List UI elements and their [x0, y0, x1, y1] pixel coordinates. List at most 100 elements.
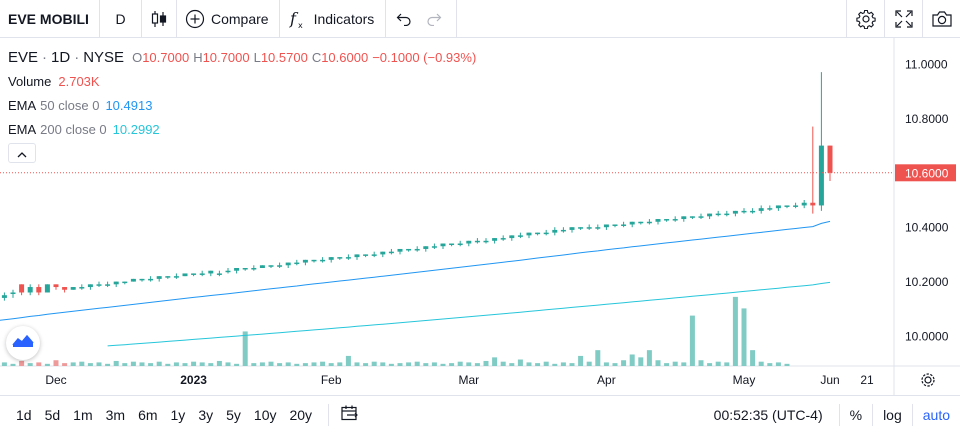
candle-body — [638, 221, 644, 224]
settings-button[interactable] — [846, 0, 884, 38]
volume-bar — [105, 363, 111, 366]
volume-bar — [629, 354, 635, 366]
symbol-search[interactable]: EVE MOBILI — [0, 0, 100, 38]
candle-body — [509, 235, 515, 239]
volume-bar — [87, 363, 93, 366]
ema50-label: EMA — [8, 97, 37, 113]
volume-bar — [758, 361, 764, 366]
candle-body — [225, 270, 231, 273]
volume-bar — [1, 362, 7, 366]
symbol-title[interactable]: EVE · 1D · NYSE — [8, 48, 125, 66]
range-5d[interactable]: 5d — [44, 406, 61, 423]
volume-bar — [139, 362, 145, 366]
volume-legend-row[interactable]: Volume 2.703K — [8, 69, 480, 93]
change-value: −0.1000 (−0.93%) — [372, 49, 477, 65]
range-1m[interactable]: 1m — [73, 406, 93, 423]
candle-body — [603, 224, 609, 228]
ema50-params: 50 close 0 — [40, 97, 100, 113]
candle-body — [277, 265, 283, 267]
ema50-line — [0, 220, 831, 321]
price-tick-label: 10.0000 — [905, 330, 949, 344]
chart-type-button[interactable] — [142, 0, 177, 38]
undo-icon[interactable] — [396, 12, 412, 26]
volume-bar — [775, 362, 781, 366]
volume-bar — [586, 361, 592, 366]
compare-label: Compare — [211, 10, 269, 27]
fullscreen-button[interactable] — [884, 0, 922, 38]
volume-bar — [440, 363, 446, 366]
candle-body — [70, 287, 76, 290]
candle-body — [216, 273, 222, 275]
log-scale-toggle[interactable]: log — [872, 404, 912, 426]
volume-value: 2.703K — [58, 73, 100, 89]
symbol-label: EVE MOBILI — [8, 10, 89, 27]
range-6m[interactable]: 6m — [138, 406, 158, 423]
time-axis-settings-button[interactable] — [921, 373, 935, 387]
date-range-button[interactable] — [341, 405, 359, 424]
volume-bar — [492, 357, 498, 366]
auto-scale-toggle[interactable]: auto — [911, 404, 960, 426]
clock-timezone[interactable]: 00:52:35 (UTC-4) — [713, 407, 823, 423]
volume-bar — [414, 361, 420, 366]
bottom-right-group: 00:52:35 (UTC-4) % log auto — [714, 396, 960, 433]
chart-legend: EVE · 1D · NYSE O 10.7000 H 10.7000 L 10.5700 C… — [8, 45, 480, 163]
snapshot-button[interactable] — [922, 0, 960, 38]
camera-icon — [931, 10, 953, 28]
candle-body — [664, 219, 670, 221]
redo-icon[interactable] — [426, 12, 442, 26]
legend-collapse-button[interactable] — [8, 143, 36, 163]
range-20y[interactable]: 20y — [289, 406, 313, 423]
range-1d[interactable]: 1d — [16, 406, 32, 423]
high-label: H — [193, 49, 203, 65]
ema200-legend-row[interactable]: EMA 200 close 0 10.2992 — [8, 117, 480, 141]
volume-bar — [724, 362, 730, 366]
close-value: 10.6000 — [321, 49, 369, 65]
range-1y[interactable]: 1y — [170, 406, 186, 423]
candle-body — [62, 287, 68, 290]
candle-body — [818, 145, 824, 206]
volume-bar — [423, 363, 429, 366]
candle-body — [268, 265, 274, 267]
range-3y[interactable]: 3y — [198, 406, 214, 423]
percent-scale-toggle[interactable]: % — [838, 404, 872, 426]
volume-bar — [311, 362, 317, 366]
interval-label: D — [115, 10, 126, 27]
close-label: C — [311, 49, 322, 65]
candle-body — [79, 287, 85, 289]
compare-button[interactable]: Compare — [177, 0, 280, 38]
volume-bar — [543, 361, 549, 366]
candle-body — [715, 213, 721, 216]
ema50-legend-row[interactable]: EMA 50 close 0 10.4913 — [8, 93, 480, 117]
volume-bar — [578, 355, 584, 366]
volume-bar — [130, 361, 136, 366]
ema200-label: EMA — [8, 121, 37, 137]
candle-body — [621, 224, 627, 226]
candle-body — [27, 287, 33, 293]
legend-exchange: NYSE — [83, 48, 125, 66]
range-3m[interactable]: 3m — [105, 406, 126, 423]
volume-bar — [19, 360, 25, 366]
candle-body — [431, 246, 437, 248]
legend-ticker: EVE — [8, 48, 39, 66]
volume-bar — [431, 362, 437, 366]
interval-button[interactable]: D — [100, 0, 142, 38]
volume-bar — [62, 363, 68, 366]
candle-body — [148, 278, 154, 281]
volume-bar — [380, 362, 386, 366]
volume-bar — [173, 362, 179, 366]
volume-bar — [44, 363, 50, 366]
candle-body — [36, 287, 42, 293]
range-5y[interactable]: 5y — [226, 406, 241, 423]
range-10y[interactable]: 10y — [253, 406, 277, 423]
candle-body — [586, 227, 592, 229]
tradingview-logo-button[interactable] — [6, 326, 40, 360]
volume-bar — [294, 363, 300, 366]
candle-body — [775, 205, 781, 209]
volume-bar — [569, 363, 575, 366]
volume-label: Volume — [8, 73, 52, 89]
time-tick-label: Mar — [458, 373, 479, 387]
time-axis: Dec 2023 Feb Mar Apr May Jun 21 — [45, 373, 874, 387]
candle-body — [294, 262, 300, 265]
price-chart[interactable]: 11.0000 10.8000 10.4000 10.2000 10.0000 Dec 2… — [0, 38, 960, 395]
